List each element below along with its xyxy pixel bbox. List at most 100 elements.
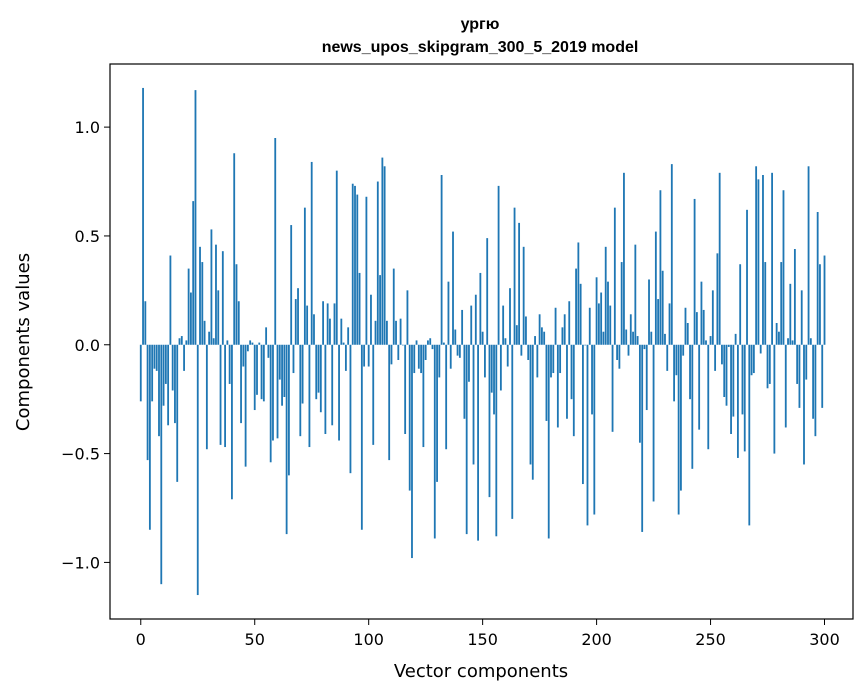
bar-component-210 <box>618 344 621 369</box>
bar-component-66 <box>290 225 293 345</box>
bar-component-239 <box>684 307 687 345</box>
bar-component-94 <box>354 185 356 345</box>
bar-component-17 <box>178 338 181 345</box>
bar-component-7 <box>155 344 158 371</box>
bar-component-166 <box>518 222 521 345</box>
y-tick-label: 0.0 <box>75 336 100 355</box>
bar-component-156 <box>495 344 498 537</box>
bar-component-78 <box>317 344 320 393</box>
bar-component-4 <box>148 344 151 530</box>
bar-component-275 <box>766 344 769 389</box>
bar-component-171 <box>529 344 532 465</box>
bar-component-105 <box>379 275 381 345</box>
bar-component-295 <box>812 344 815 419</box>
bar-component-228 <box>659 190 662 345</box>
bar-component-63 <box>283 344 286 397</box>
bar-component-212 <box>623 172 625 345</box>
bar-component-99 <box>365 196 368 345</box>
bar-component-272 <box>759 344 762 354</box>
y-tick-label: 1.0 <box>75 118 100 137</box>
bar-component-198 <box>591 344 593 415</box>
bar-component-181 <box>552 344 555 374</box>
bar-component-223 <box>648 279 650 345</box>
bar-component-216 <box>632 331 634 345</box>
bar-component-21 <box>187 268 190 345</box>
bar-component-42 <box>235 264 238 345</box>
y-tick-label: 0.5 <box>75 227 100 246</box>
bar-component-189 <box>570 344 573 400</box>
bar-component-132 <box>440 175 443 345</box>
bar-component-184 <box>559 344 562 374</box>
bar-component-67 <box>292 344 295 374</box>
bar-component-89 <box>342 342 345 345</box>
bar-component-130 <box>436 344 438 482</box>
bar-component-123 <box>420 344 423 374</box>
bar-component-70 <box>299 344 302 437</box>
bar-component-221 <box>643 344 646 350</box>
bar-component-22 <box>190 292 192 345</box>
bar-component-256 <box>723 344 726 397</box>
bar-component-0 <box>139 344 142 402</box>
bar-component-18 <box>180 336 183 345</box>
bar-component-232 <box>668 303 671 345</box>
bar-component-15 <box>174 344 176 424</box>
bar-component-258 <box>727 344 730 347</box>
bar-component-253 <box>716 253 719 345</box>
bar-component-297 <box>816 212 819 345</box>
bar-component-155 <box>493 344 495 415</box>
bar-component-141 <box>461 309 464 345</box>
bar-component-65 <box>288 344 290 476</box>
bar-component-179 <box>547 344 550 539</box>
bar-component-44 <box>240 344 242 424</box>
bar-component-110 <box>390 344 393 365</box>
bar-component-40 <box>231 344 233 500</box>
bar-component-252 <box>714 344 717 371</box>
bar-component-267 <box>748 344 751 526</box>
bar-component-282 <box>782 190 785 345</box>
bar-component-117 <box>406 290 409 345</box>
bar-component-30 <box>208 331 211 345</box>
bar-component-74 <box>308 344 311 448</box>
bar-component-214 <box>627 344 630 356</box>
bar-component-146 <box>472 344 475 465</box>
bar-component-160 <box>504 338 507 345</box>
bar-component-247 <box>702 309 705 345</box>
bar-component-225 <box>652 344 655 502</box>
bar-component-290 <box>800 290 803 345</box>
bar-component-24 <box>194 90 197 345</box>
bar-component-235 <box>675 344 678 376</box>
bar-component-250 <box>709 336 712 345</box>
bar-component-164 <box>513 207 516 345</box>
bar-component-193 <box>579 283 582 345</box>
bar-component-32 <box>212 338 215 345</box>
bar-component-172 <box>531 344 534 480</box>
bar-component-79 <box>319 344 322 413</box>
bar-component-203 <box>602 331 605 345</box>
bar-component-177 <box>543 331 546 345</box>
bar-component-176 <box>540 327 543 345</box>
bar-component-50 <box>253 344 256 411</box>
bar-component-192 <box>577 242 580 345</box>
bar-component-162 <box>509 288 511 345</box>
bar-component-138 <box>454 329 457 345</box>
bar-component-224 <box>650 331 653 345</box>
bar-component-56 <box>267 344 270 358</box>
bar-component-254 <box>718 172 721 345</box>
y-tick-label: −1.0 <box>61 553 100 572</box>
bar-component-20 <box>185 340 188 345</box>
x-tick-label: 250 <box>695 630 726 649</box>
bar-component-80 <box>322 301 325 345</box>
bar-component-115 <box>401 344 404 346</box>
bar-component-43 <box>237 301 240 345</box>
bar-component-227 <box>657 299 660 345</box>
bar-component-90 <box>344 344 347 371</box>
bar-component-175 <box>538 314 541 345</box>
bar-component-161 <box>506 344 509 367</box>
bar-component-2 <box>144 301 147 345</box>
bar-component-293 <box>807 166 810 345</box>
bar-component-72 <box>303 207 306 345</box>
bar-component-280 <box>778 331 780 345</box>
bar-component-62 <box>281 344 283 406</box>
bar-component-149 <box>479 272 482 345</box>
bar-component-29 <box>205 344 208 450</box>
